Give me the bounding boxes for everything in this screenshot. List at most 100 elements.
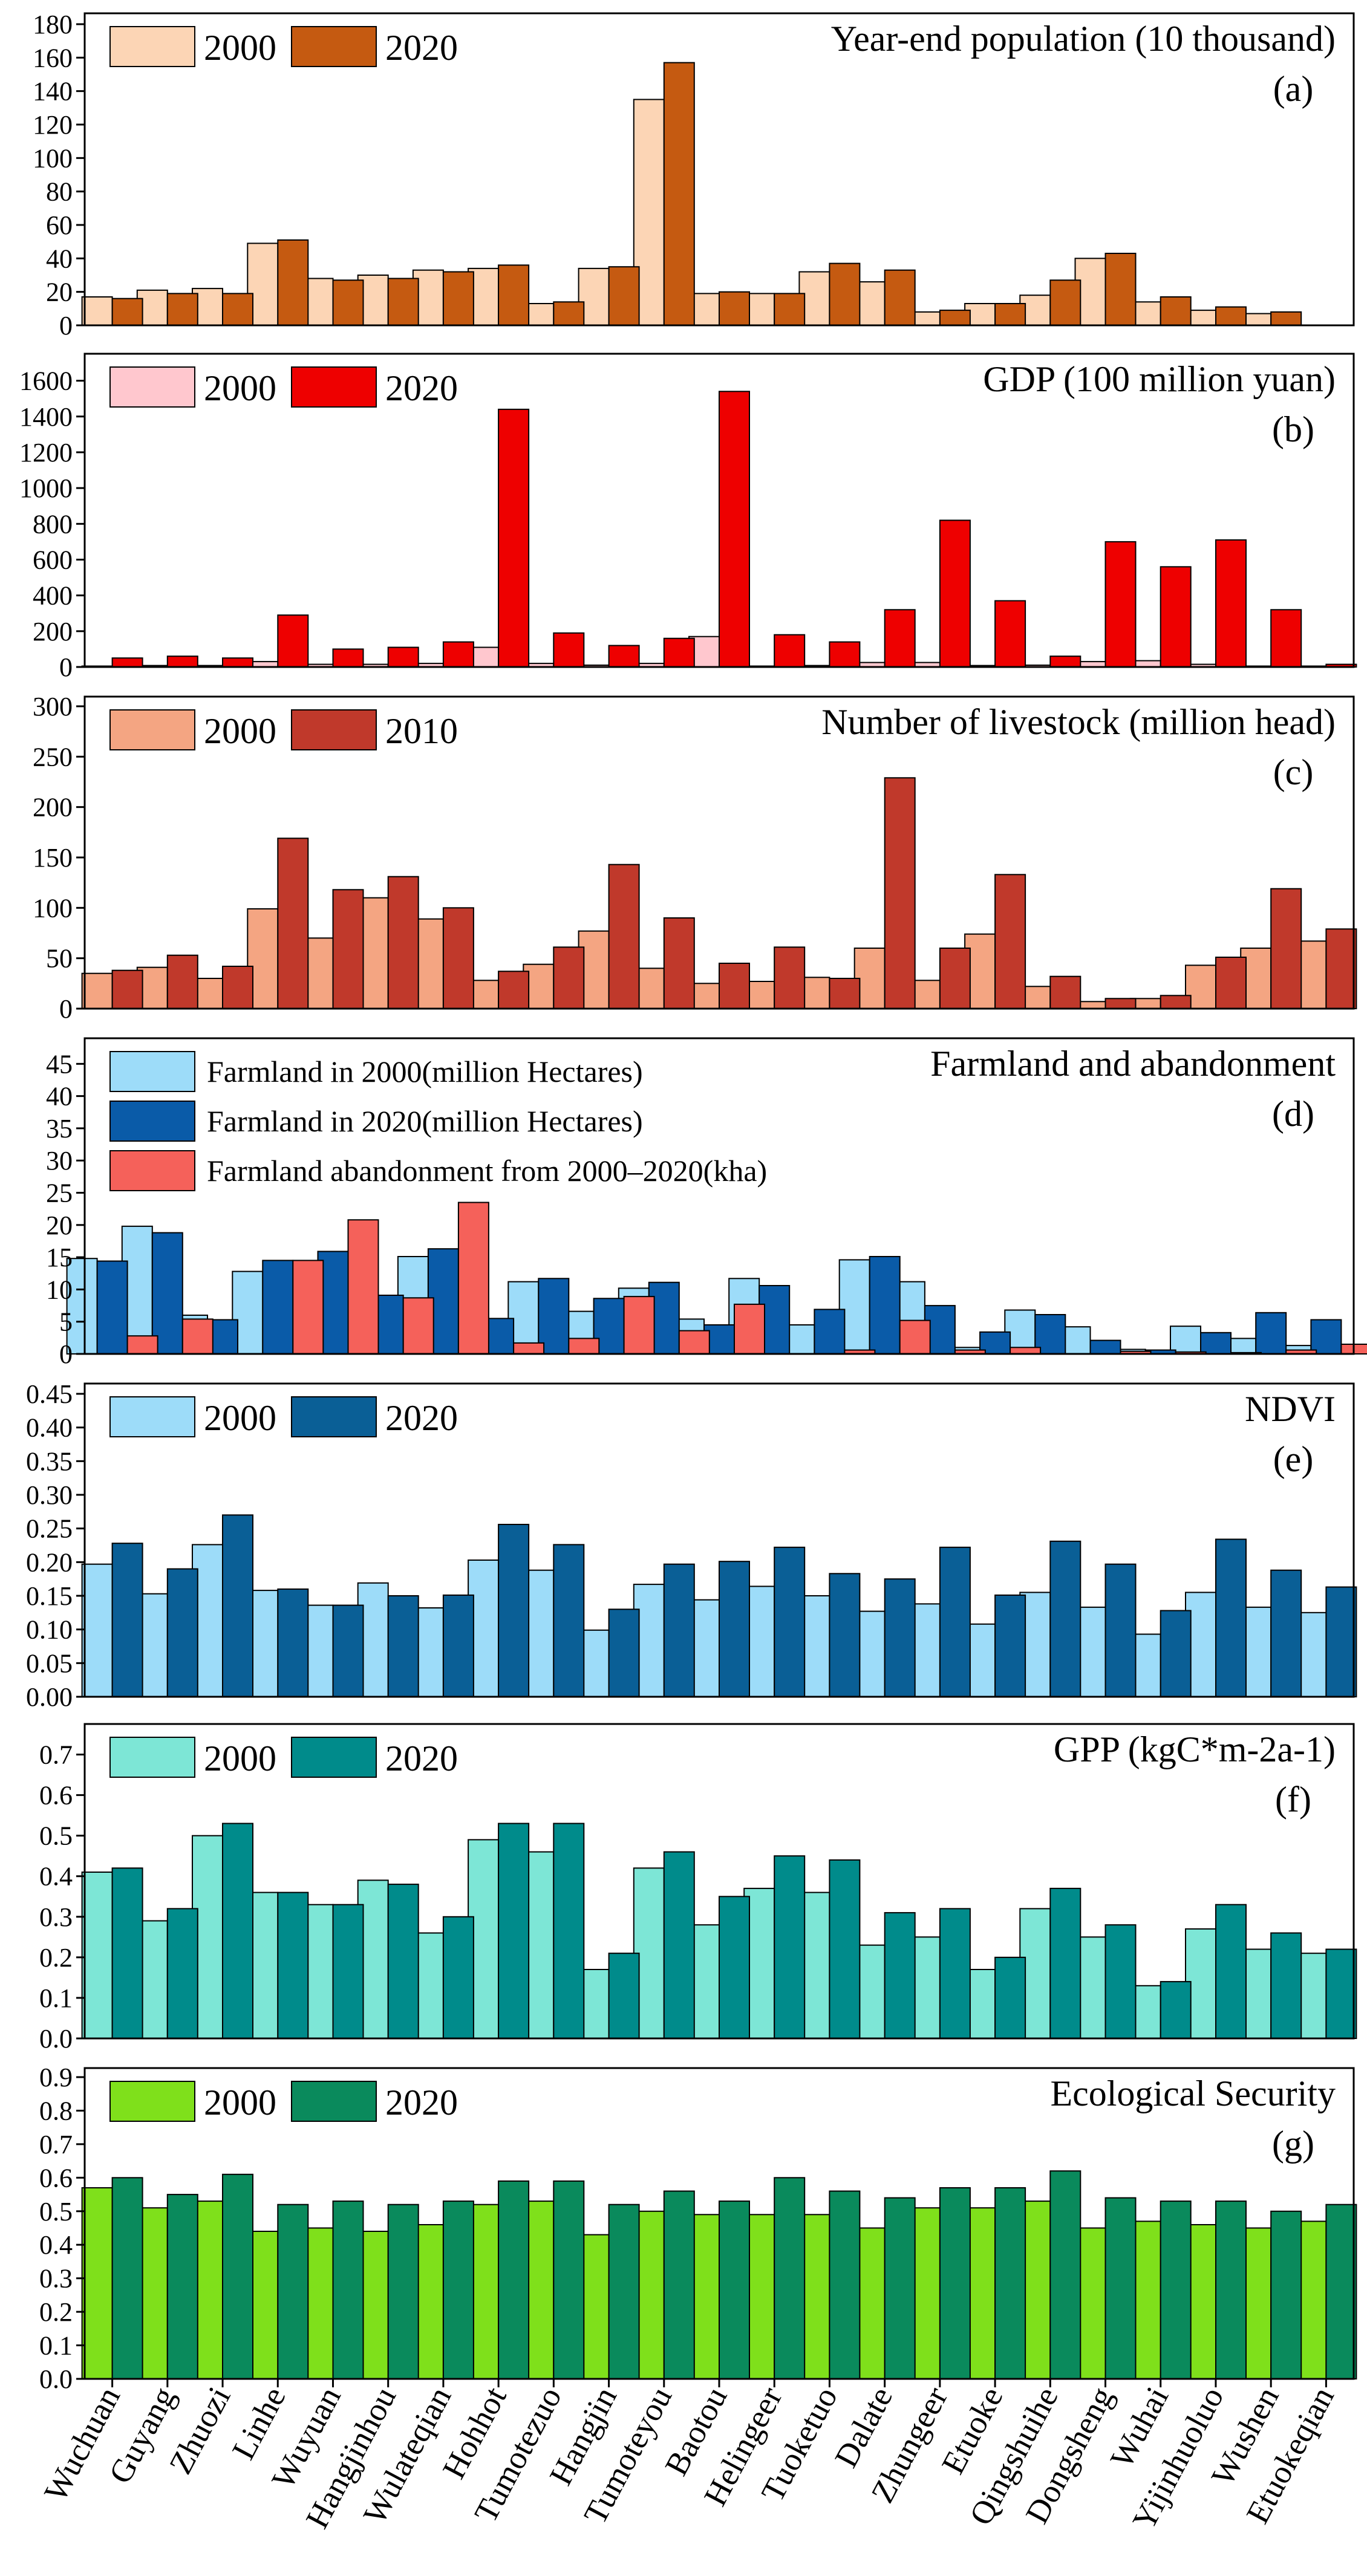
bar-d-farmland-abandonment-from-2000–2020-dalate xyxy=(899,1319,931,1355)
y-tick-label: 100 xyxy=(33,143,73,173)
bar-f-2020-wuhai xyxy=(1160,1981,1192,2040)
bar-e-2020-wuhai xyxy=(1160,1610,1192,1697)
bar-c-2010-dalate xyxy=(884,777,916,1010)
bar-f-2020-yijinhuoluo xyxy=(1215,1904,1247,2039)
panel-label: (e) xyxy=(1273,1439,1314,1479)
y-tick-label: 0.4 xyxy=(39,2230,73,2260)
bar-a-2020-linhe xyxy=(277,239,309,326)
y-tick-label: 40 xyxy=(46,244,73,273)
bar-d-farmland-abandonment-from-2000–2020-etuoke xyxy=(1010,1347,1042,1355)
chart-title: Ecological Security xyxy=(1050,2073,1336,2113)
bar-g-2020-etuokeqian xyxy=(1325,2204,1357,2379)
bar-c-2010-tumotezuo xyxy=(553,946,585,1010)
bar-c-2010-zhuozi xyxy=(222,966,253,1009)
bar-b-2020-tumoteyou xyxy=(663,637,695,668)
bar-b-2020-yijinhuoluo xyxy=(1215,539,1247,668)
y-tick-label: 180 xyxy=(33,10,73,39)
legend-swatch xyxy=(109,366,195,408)
legend-label: 2010 xyxy=(385,711,458,751)
bar-d-farmland-in-2000-yijinhuoluo xyxy=(1170,1325,1201,1355)
y-tick-label: 0.2 xyxy=(39,2297,73,2327)
y-tick-label: 0.2 xyxy=(39,1943,73,1973)
bar-d-farmland-abandonment-from-2000–2020-wulateqian xyxy=(457,1202,489,1355)
panel-label: (b) xyxy=(1272,409,1314,449)
bar-g-2020-qingshuihe xyxy=(1049,2170,1082,2379)
bar-g-2020-tumoteyou xyxy=(663,2190,695,2379)
bar-f-2020-wuyuan xyxy=(332,1904,364,2039)
y-tick-label: 0.15 xyxy=(26,1581,73,1611)
bar-a-2020-etuoke xyxy=(994,303,1026,326)
legend-swatch xyxy=(291,1396,377,1437)
bar-e-2020-hangjin xyxy=(608,1608,640,1698)
bar-g-2020-wulateqian xyxy=(442,2200,474,2380)
bar-d-farmland-abandonment-from-2000–2020-tumotezuo xyxy=(568,1338,600,1355)
bar-d-farmland-in-2020-tuoketuo xyxy=(814,1309,846,1355)
bar-a-2020-yijinhuoluo xyxy=(1215,306,1247,327)
bar-a-2020-dongsheng xyxy=(1104,253,1137,326)
bar-g-2020-tuoketuo xyxy=(829,2190,861,2379)
y-tick-label: 20 xyxy=(46,278,73,307)
bar-f-2020-hangjin xyxy=(608,1953,640,2039)
bar-c-2010-yijinhuoluo xyxy=(1215,957,1247,1009)
legend-swatch xyxy=(109,1051,195,1092)
plot-frame xyxy=(83,1037,1355,1355)
panel-label: (a) xyxy=(1273,69,1314,109)
y-tick-label: 1400 xyxy=(19,402,73,432)
legend-swatch xyxy=(109,1101,195,1142)
legend-swatch xyxy=(291,1737,377,1778)
y-tick-label: 0.1 xyxy=(39,1983,73,2013)
y-tick-label: 120 xyxy=(33,110,73,140)
bar-d-farmland-abandonment-from-2000–2020-wuyuan xyxy=(347,1219,379,1355)
bar-a-2020-baotou xyxy=(719,291,750,327)
y-tick-label: 150 xyxy=(33,843,73,873)
panel-label: (d) xyxy=(1272,1094,1314,1134)
bar-a-2020-wuyuan xyxy=(332,279,364,326)
legend-label: Farmland in 2000(million Hectares) xyxy=(207,1055,643,1088)
y-tick-label: 80 xyxy=(46,177,73,207)
bar-e-2020-tumotezuo xyxy=(553,1544,585,1697)
bar-g-2000-wuchuan xyxy=(81,2187,113,2379)
bar-b-2020-linhe xyxy=(277,614,309,668)
y-tick-label: 30 xyxy=(46,1146,73,1176)
y-tick-label: 15 xyxy=(46,1243,73,1272)
y-tick-label: 20 xyxy=(46,1211,73,1240)
bar-a-2020-hangjinhou xyxy=(387,278,419,326)
y-tick-label: 300 xyxy=(33,692,73,721)
bar-d-farmland-abandonment-from-2000–2020-hangjinhou xyxy=(402,1297,434,1355)
y-tick-label: 0.10 xyxy=(26,1615,73,1645)
bar-e-2020-zhungeer xyxy=(939,1546,971,1698)
bar-f-2020-wushen xyxy=(1270,1932,1302,2040)
y-tick-label: 0 xyxy=(59,1339,73,1369)
panel-d: 05 10 15 20 25 30 35 40 45 Farmland and abandonme… xyxy=(46,1037,1367,1369)
y-tick-label: 5 xyxy=(59,1307,73,1337)
bar-a-2020-dalate xyxy=(884,269,916,327)
bar-d-farmland-in-2020-tumotezuo xyxy=(538,1278,570,1355)
legend-swatch xyxy=(109,2081,195,2122)
y-tick-label: 0.00 xyxy=(26,1682,73,1712)
chart-title: Number of livestock (million head) xyxy=(821,702,1336,742)
y-tick-label: 0.45 xyxy=(26,1379,73,1409)
y-tick-label: 0.0 xyxy=(39,2364,73,2394)
bar-g-2020-hangjinhou xyxy=(387,2204,419,2379)
bar-b-2020-wuyuan xyxy=(332,648,364,668)
legend-label: 2020 xyxy=(385,2083,458,2122)
y-tick-label: 0.30 xyxy=(26,1480,73,1510)
legend-label: 2000 xyxy=(204,711,276,751)
bar-c-2010-tuoketuo xyxy=(829,978,861,1009)
bar-f-2000-wuchuan xyxy=(81,1872,113,2039)
bar-e-2020-etuokeqian xyxy=(1325,1586,1357,1697)
plot-frame xyxy=(83,12,1355,327)
y-tick-label: 35 xyxy=(46,1114,73,1143)
bar-e-2000-wuchuan xyxy=(81,1563,113,1697)
bar-d-farmland-abandonment-from-2000–2020-linhe xyxy=(292,1260,324,1355)
legend-label: 2020 xyxy=(385,28,458,68)
bar-g-2020-wushen xyxy=(1270,2210,1302,2380)
legend-label: 2000 xyxy=(204,1738,276,1778)
bar-c-2010-wuyuan xyxy=(332,889,364,1010)
y-tick-label: 600 xyxy=(33,545,73,574)
bar-b-2020-zhuozi xyxy=(222,657,253,668)
bar-e-2020-guyang xyxy=(166,1568,198,1697)
bar-a-2020-wuhai xyxy=(1160,296,1192,326)
panel-b: 0 200 400 600 800 1000 1200 1400 1600 GDP (100 mi… xyxy=(19,353,1357,682)
